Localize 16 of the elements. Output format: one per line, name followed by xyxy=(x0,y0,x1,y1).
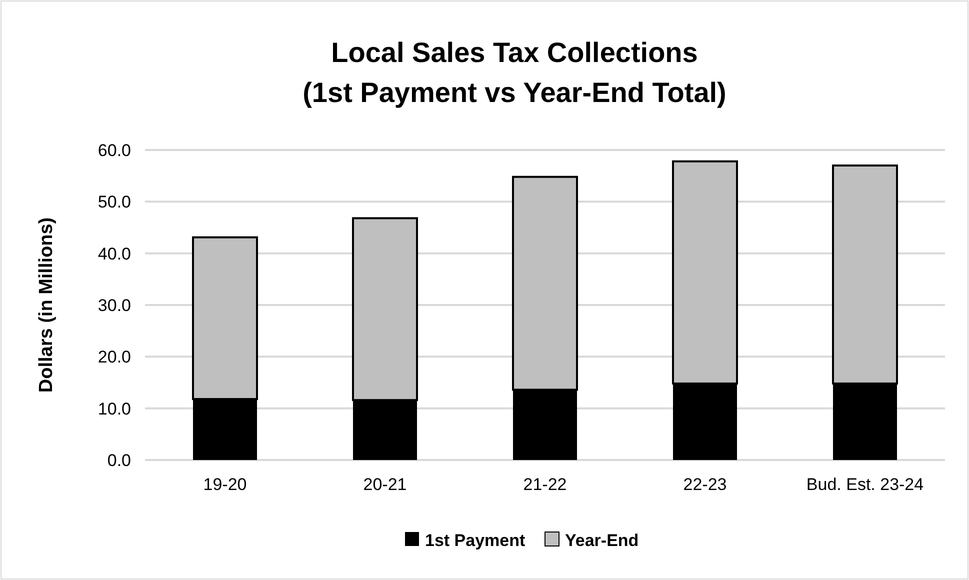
y-tick-label: 40.0 xyxy=(98,244,131,264)
legend-label: Year-End xyxy=(565,530,639,550)
y-tick-label: 0.0 xyxy=(107,450,131,470)
chart-title: Local Sales Tax Collections (1st Payment vs Year-End Total) xyxy=(302,37,726,108)
y-axis-title: Dollars (in Millions) xyxy=(36,217,57,393)
x-tick-label: 21-22 xyxy=(523,475,567,494)
y-tick-label: 10.0 xyxy=(98,399,131,418)
y-tick-label: 60.0 xyxy=(98,140,131,160)
y-tick-label: 50.0 xyxy=(98,192,131,212)
y-tick-label: 20.0 xyxy=(98,348,131,367)
x-tick-label: 22-23 xyxy=(683,475,727,494)
x-tick-label: 19-20 xyxy=(203,475,247,494)
y-tick-label: 30.0 xyxy=(98,296,131,315)
legend-label: 1st Payment xyxy=(425,530,526,550)
x-tick-label: Bud. Est. 23-24 xyxy=(806,475,924,494)
x-tick-label: 20-21 xyxy=(363,475,407,494)
